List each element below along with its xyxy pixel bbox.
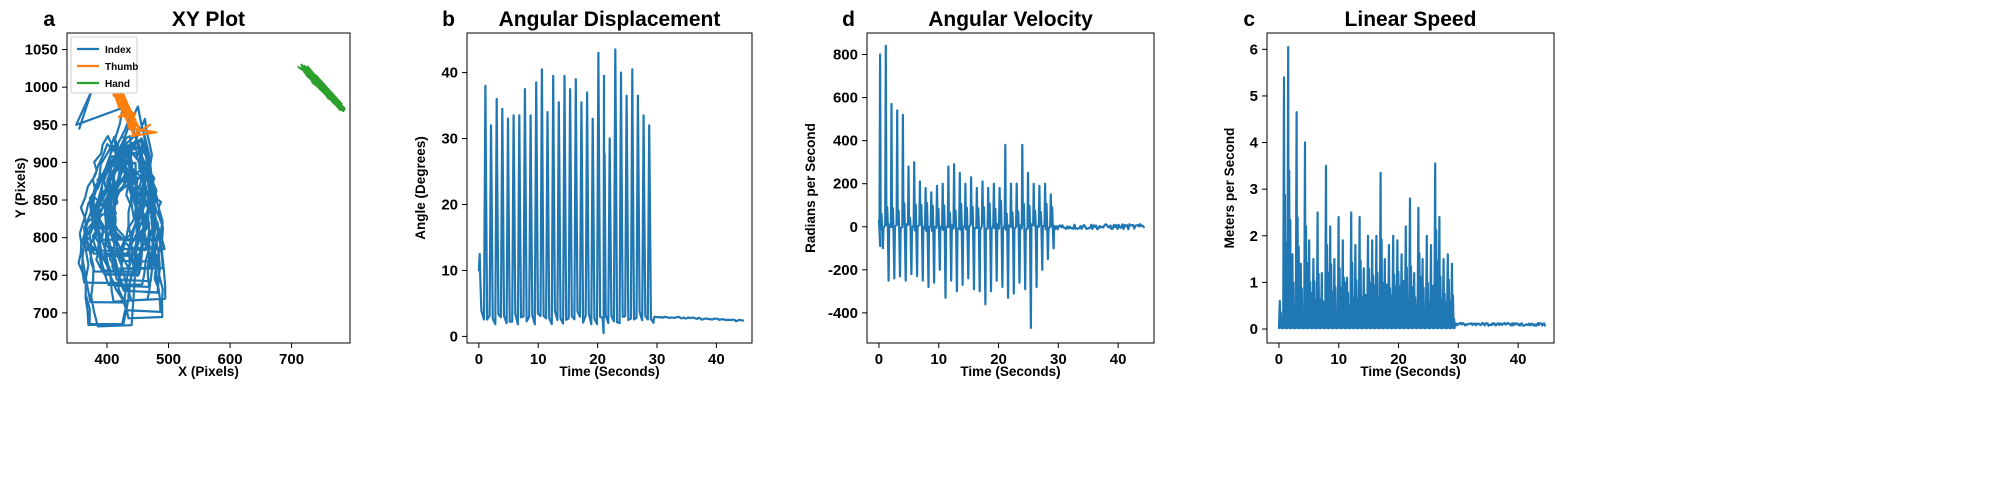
y-tick-label: 800 bbox=[33, 230, 58, 247]
y-tick-label: 3 bbox=[1250, 181, 1258, 198]
chart-title: Angular Displacement bbox=[499, 8, 721, 31]
y-tick-label: 0 bbox=[850, 219, 858, 236]
x-tick-label: 400 bbox=[94, 351, 119, 368]
y-tick-label: 1000 bbox=[25, 79, 58, 96]
x-tick-label: 0 bbox=[475, 351, 483, 368]
plot-frame bbox=[866, 32, 1155, 344]
y-tick-label: 200 bbox=[833, 176, 858, 193]
y-tick-label: 750 bbox=[33, 267, 58, 284]
x-axis-label: Time (Seconds) bbox=[960, 364, 1060, 379]
x-tick-label: 40 bbox=[708, 351, 725, 368]
x-tick-label: 30 bbox=[649, 351, 666, 368]
y-tick-label: 850 bbox=[33, 192, 58, 209]
panel-angular-displacement: Angular Displacement b Time (Seconds) Angle… bbox=[413, 8, 753, 379]
legend-entry: Index bbox=[105, 45, 132, 56]
y-tick-label: 700 bbox=[33, 305, 58, 322]
y-tick-label: 400 bbox=[833, 133, 858, 150]
y-tick-label: 6 bbox=[1250, 41, 1258, 58]
legend: Index Thumb Hand bbox=[70, 36, 138, 94]
x-tick-label: 0 bbox=[875, 351, 883, 368]
y-tick-label: 2 bbox=[1250, 228, 1258, 245]
panel-linear-speed: Linear Speed c Time (Seconds) Meters per Se… bbox=[1222, 8, 1555, 379]
y-tick-label: 600 bbox=[833, 90, 858, 107]
y-tick-label: -400 bbox=[828, 305, 858, 322]
panel-angular-velocity: Angular Velocity d Time (Seconds) Radians p… bbox=[803, 8, 1155, 379]
y-tick-label: 5 bbox=[1250, 88, 1258, 105]
y-tick-label: 0 bbox=[450, 328, 458, 345]
chart-title: Linear Speed bbox=[1345, 8, 1477, 31]
series-line-index bbox=[75, 89, 167, 328]
y-tick-label: 0 bbox=[1250, 321, 1258, 338]
x-tick-label: 20 bbox=[589, 351, 606, 368]
x-tick-label: 40 bbox=[1510, 351, 1527, 368]
x-tick-label: 10 bbox=[530, 351, 547, 368]
y-tick-label: -200 bbox=[828, 262, 858, 279]
x-axis-label: X (Pixels) bbox=[178, 364, 239, 379]
x-tick-label: 10 bbox=[1330, 351, 1347, 368]
x-axis-label: Time (Seconds) bbox=[1360, 364, 1460, 379]
x-tick-label: 20 bbox=[1390, 351, 1407, 368]
y-tick-label: 900 bbox=[33, 154, 58, 171]
x-tick-label: 700 bbox=[279, 351, 304, 368]
y-tick-label: 950 bbox=[33, 117, 58, 134]
y-tick-label: 1050 bbox=[25, 42, 58, 59]
series-line bbox=[477, 48, 745, 335]
y-tick-label: 4 bbox=[1250, 135, 1259, 152]
panel-letter: d bbox=[842, 8, 855, 31]
y-axis-label: Meters per Second bbox=[1222, 128, 1237, 249]
y-tick-label: 40 bbox=[441, 65, 458, 82]
y-tick-label: 20 bbox=[441, 196, 458, 213]
legend-entry: Thumb bbox=[105, 62, 138, 73]
x-tick-label: 20 bbox=[990, 351, 1007, 368]
x-tick-label: 40 bbox=[1110, 351, 1127, 368]
y-tick-label: 30 bbox=[441, 131, 458, 148]
y-tick-label: 800 bbox=[833, 47, 858, 64]
x-tick-label: 500 bbox=[156, 351, 181, 368]
series-line-hand bbox=[297, 63, 346, 113]
plot-frame bbox=[66, 32, 351, 344]
y-axis-label: Angle (Degrees) bbox=[413, 136, 428, 240]
panel-letter: a bbox=[43, 8, 55, 31]
chart-title: XY Plot bbox=[172, 8, 245, 31]
legend-entry: Hand bbox=[105, 79, 130, 90]
y-tick-label: 10 bbox=[441, 262, 458, 279]
x-tick-label: 30 bbox=[1050, 351, 1067, 368]
series-line bbox=[877, 44, 1145, 329]
x-tick-label: 30 bbox=[1450, 351, 1467, 368]
x-axis-label: Time (Seconds) bbox=[559, 364, 659, 379]
plot-frame bbox=[1266, 32, 1555, 344]
y-axis-label: Radians per Second bbox=[803, 123, 818, 253]
x-tick-label: 0 bbox=[1275, 351, 1283, 368]
panel-xy-plot: XY Plot a X (Pixels) Y (Pixels) 400 500 600 700… bbox=[13, 8, 351, 379]
panel-letter: c bbox=[1243, 8, 1255, 31]
x-tick-label: 10 bbox=[930, 351, 947, 368]
y-axis-label: Y (Pixels) bbox=[13, 158, 28, 219]
legend-box bbox=[70, 36, 138, 94]
series-line bbox=[1277, 45, 1547, 330]
y-tick-label: 1 bbox=[1250, 274, 1258, 291]
plot-frame bbox=[466, 32, 753, 344]
chart-title: Angular Velocity bbox=[928, 8, 1093, 31]
panel-letter: b bbox=[442, 8, 455, 31]
x-tick-label: 600 bbox=[218, 351, 243, 368]
